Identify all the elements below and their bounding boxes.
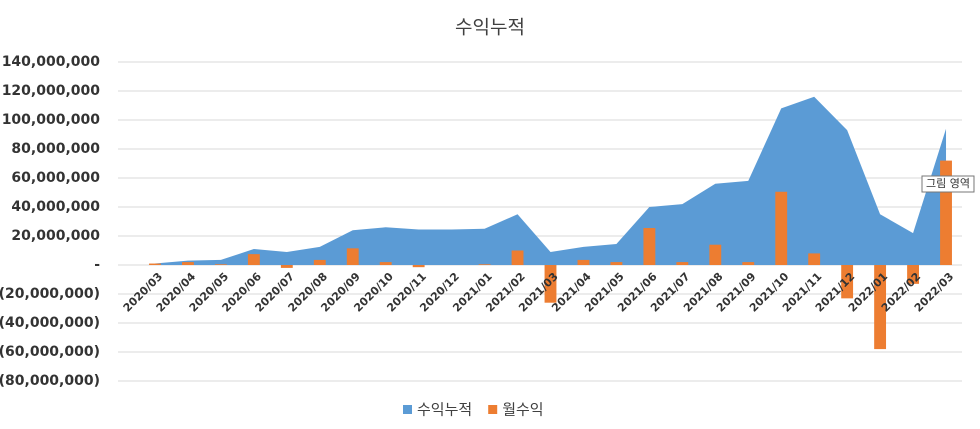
bar (808, 253, 821, 265)
chart-title: 수익누적 (455, 17, 525, 39)
legend-label: 수익누적 (417, 401, 472, 419)
y-tick-label: - (94, 257, 100, 273)
legend-swatch (488, 405, 498, 414)
bar (841, 265, 854, 299)
y-tick-label: 60,000,000 (11, 170, 100, 186)
y-tick-label: 40,000,000 (11, 199, 100, 215)
bar (313, 259, 326, 265)
bar (742, 262, 755, 265)
tooltip: 그림 영역 (921, 175, 975, 193)
bar (412, 265, 425, 268)
bar (379, 262, 392, 265)
bar (214, 264, 227, 265)
bar (511, 250, 524, 265)
bar (610, 262, 623, 265)
tooltip-text: 그림 영역 (926, 177, 970, 190)
bar (709, 244, 722, 265)
y-tick-label: (20,000,000) (0, 286, 100, 302)
bar (544, 265, 557, 303)
legend-swatch (403, 405, 412, 414)
bar (775, 191, 788, 265)
bar (149, 263, 161, 265)
bar (874, 265, 887, 350)
y-tick-label: 120,000,000 (2, 83, 101, 99)
area (154, 96, 947, 265)
bar (907, 265, 919, 284)
bar (676, 262, 689, 265)
bar (247, 254, 260, 265)
tooltip-box (921, 175, 975, 193)
bar (478, 264, 491, 265)
y-tick-label: 100,000,000 (2, 112, 101, 128)
bar (643, 228, 656, 265)
y-tick-label: 80,000,000 (11, 141, 100, 157)
bar (182, 262, 194, 265)
y-tick-label: 20,000,000 (11, 228, 100, 244)
y-tick-label: (40,000,000) (0, 315, 100, 331)
bar (280, 265, 293, 268)
y-tick-label: (80,000,000) (0, 373, 100, 389)
legend-label: 월수익 (502, 401, 543, 419)
y-tick-label: 140,000,000 (2, 54, 101, 70)
bar (940, 160, 952, 265)
bar (346, 248, 359, 265)
bar (577, 259, 590, 265)
y-tick-label: (60,000,000) (0, 344, 100, 360)
